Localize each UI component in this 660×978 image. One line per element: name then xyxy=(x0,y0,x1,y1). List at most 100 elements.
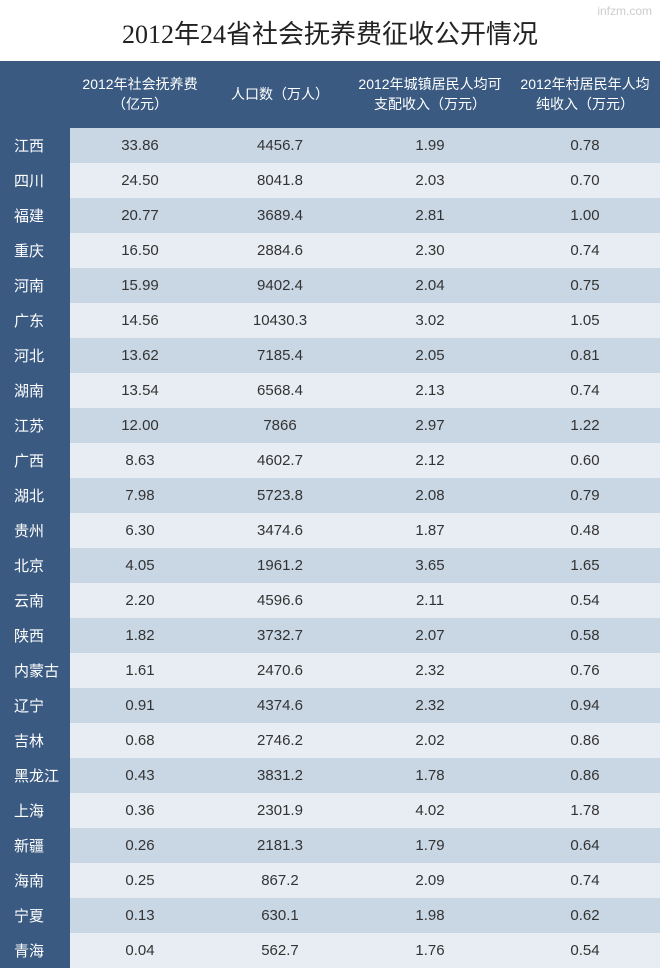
data-cell: 4.02 xyxy=(350,793,510,828)
col-header-province xyxy=(0,61,70,128)
data-cell: 2.12 xyxy=(350,443,510,478)
data-cell: 2746.2 xyxy=(210,723,350,758)
data-cell: 0.78 xyxy=(510,128,660,163)
data-cell: 8.63 xyxy=(70,443,210,478)
data-cell: 2.09 xyxy=(350,863,510,898)
col-header-urban-income: 2012年城镇居民人均可支配收入（万元） xyxy=(350,61,510,128)
data-cell: 20.77 xyxy=(70,198,210,233)
province-cell: 湖南 xyxy=(0,373,70,408)
province-cell: 福建 xyxy=(0,198,70,233)
data-cell: 0.75 xyxy=(510,268,660,303)
data-cell: 0.60 xyxy=(510,443,660,478)
province-cell: 青海 xyxy=(0,933,70,968)
data-cell: 3474.6 xyxy=(210,513,350,548)
data-cell: 0.86 xyxy=(510,723,660,758)
data-cell: 1.00 xyxy=(510,198,660,233)
data-cell: 6568.4 xyxy=(210,373,350,408)
data-cell: 2.05 xyxy=(350,338,510,373)
page-title: 2012年24省社会抚养费征收公开情况 xyxy=(0,0,660,61)
table-row: 辽宁0.914374.62.320.94 xyxy=(0,688,660,723)
province-cell: 吉林 xyxy=(0,723,70,758)
watermark: infzm.com xyxy=(597,4,652,18)
data-cell: 4374.6 xyxy=(210,688,350,723)
data-cell: 1.78 xyxy=(510,793,660,828)
data-cell: 0.79 xyxy=(510,478,660,513)
table-row: 陕西1.823732.72.070.58 xyxy=(0,618,660,653)
data-cell: 2.30 xyxy=(350,233,510,268)
data-cell: 0.25 xyxy=(70,863,210,898)
data-cell: 4602.7 xyxy=(210,443,350,478)
data-cell: 14.56 xyxy=(70,303,210,338)
table-row: 新疆0.262181.31.790.64 xyxy=(0,828,660,863)
table-row: 青海0.04562.71.760.54 xyxy=(0,933,660,968)
table-row: 贵州6.303474.61.870.48 xyxy=(0,513,660,548)
province-cell: 河北 xyxy=(0,338,70,373)
data-cell: 867.2 xyxy=(210,863,350,898)
province-cell: 宁夏 xyxy=(0,898,70,933)
data-cell: 0.74 xyxy=(510,373,660,408)
table-row: 四川24.508041.82.030.70 xyxy=(0,163,660,198)
table-row: 广西8.634602.72.120.60 xyxy=(0,443,660,478)
data-cell: 0.81 xyxy=(510,338,660,373)
data-cell: 1.61 xyxy=(70,653,210,688)
province-cell: 内蒙古 xyxy=(0,653,70,688)
data-cell: 10430.3 xyxy=(210,303,350,338)
province-cell: 贵州 xyxy=(0,513,70,548)
province-cell: 新疆 xyxy=(0,828,70,863)
data-cell: 7866 xyxy=(210,408,350,443)
data-cell: 2.04 xyxy=(350,268,510,303)
data-cell: 0.76 xyxy=(510,653,660,688)
data-cell: 3.02 xyxy=(350,303,510,338)
data-cell: 2.32 xyxy=(350,688,510,723)
data-cell: 1.65 xyxy=(510,548,660,583)
table-row: 河南15.999402.42.040.75 xyxy=(0,268,660,303)
province-cell: 云南 xyxy=(0,583,70,618)
data-cell: 1.87 xyxy=(350,513,510,548)
data-cell: 0.94 xyxy=(510,688,660,723)
data-cell: 13.54 xyxy=(70,373,210,408)
data-cell: 2.20 xyxy=(70,583,210,618)
table-row: 江苏12.0078662.971.22 xyxy=(0,408,660,443)
data-cell: 9402.4 xyxy=(210,268,350,303)
data-cell: 0.62 xyxy=(510,898,660,933)
data-cell: 1961.2 xyxy=(210,548,350,583)
data-cell: 0.36 xyxy=(70,793,210,828)
data-cell: 2.13 xyxy=(350,373,510,408)
table-row: 湖北7.985723.82.080.79 xyxy=(0,478,660,513)
data-cell: 7.98 xyxy=(70,478,210,513)
table-row: 福建20.773689.42.811.00 xyxy=(0,198,660,233)
data-cell: 0.54 xyxy=(510,583,660,618)
data-cell: 4.05 xyxy=(70,548,210,583)
data-cell: 0.04 xyxy=(70,933,210,968)
data-cell: 13.62 xyxy=(70,338,210,373)
table-row: 河北13.627185.42.050.81 xyxy=(0,338,660,373)
data-cell: 1.82 xyxy=(70,618,210,653)
table-row: 上海0.362301.94.021.78 xyxy=(0,793,660,828)
data-cell: 2.07 xyxy=(350,618,510,653)
data-cell: 2.02 xyxy=(350,723,510,758)
table-row: 黑龙江0.433831.21.780.86 xyxy=(0,758,660,793)
province-cell: 北京 xyxy=(0,548,70,583)
data-cell: 0.70 xyxy=(510,163,660,198)
data-cell: 0.74 xyxy=(510,233,660,268)
data-cell: 2884.6 xyxy=(210,233,350,268)
data-cell: 7185.4 xyxy=(210,338,350,373)
data-cell: 5723.8 xyxy=(210,478,350,513)
province-cell: 辽宁 xyxy=(0,688,70,723)
data-cell: 2.08 xyxy=(350,478,510,513)
data-cell: 630.1 xyxy=(210,898,350,933)
province-cell: 陕西 xyxy=(0,618,70,653)
data-cell: 4596.6 xyxy=(210,583,350,618)
data-table: 2012年社会抚养费（亿元） 人口数（万人） 2012年城镇居民人均可支配收入（… xyxy=(0,61,660,968)
data-cell: 0.68 xyxy=(70,723,210,758)
data-cell: 562.7 xyxy=(210,933,350,968)
table-row: 湖南13.546568.42.130.74 xyxy=(0,373,660,408)
data-cell: 3831.2 xyxy=(210,758,350,793)
province-cell: 四川 xyxy=(0,163,70,198)
data-cell: 2.97 xyxy=(350,408,510,443)
data-cell: 1.76 xyxy=(350,933,510,968)
table-row: 江西33.864456.71.990.78 xyxy=(0,128,660,163)
province-cell: 重庆 xyxy=(0,233,70,268)
table-row: 内蒙古1.612470.62.320.76 xyxy=(0,653,660,688)
data-cell: 0.86 xyxy=(510,758,660,793)
